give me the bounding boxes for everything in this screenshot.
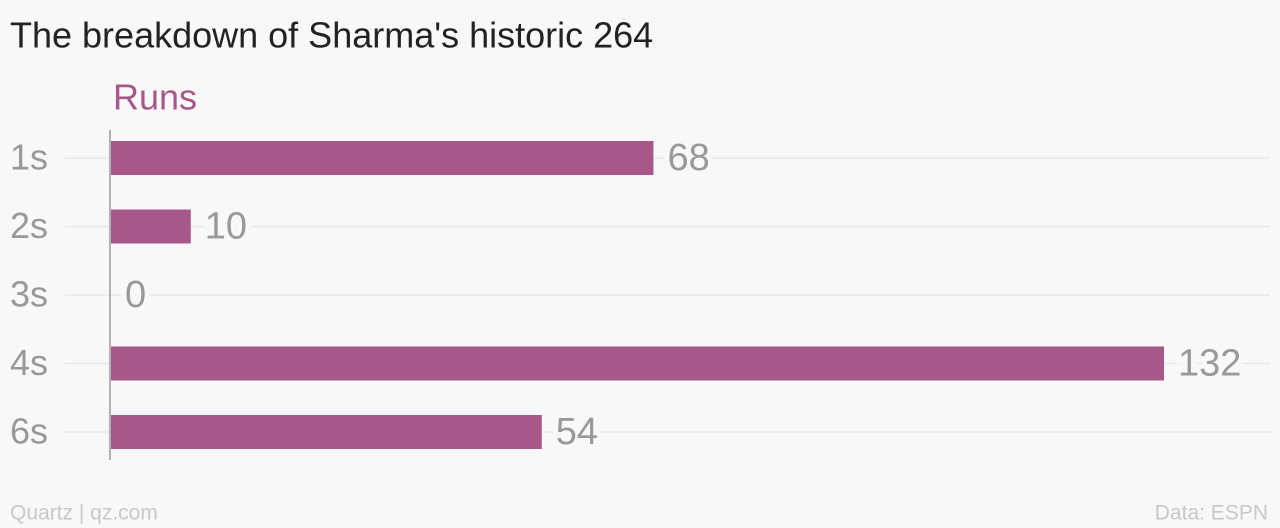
source-left: Quartz | qz.com	[10, 502, 158, 525]
bar	[111, 415, 542, 449]
category-label: 6s	[10, 411, 48, 452]
value-label: 54	[556, 411, 598, 453]
category-label: 4s	[10, 342, 48, 383]
bar	[111, 141, 654, 175]
value-label: 132	[1178, 343, 1241, 385]
value-label: 68	[667, 137, 709, 179]
source-right: Data: ESPN	[1155, 502, 1268, 525]
category-label: 3s	[10, 274, 48, 315]
value-label: 10	[205, 206, 247, 248]
category-label: 1s	[10, 137, 48, 178]
category-label: 2s	[10, 205, 48, 246]
bar	[111, 209, 191, 244]
chart-title: The breakdown of Sharma's historic 264	[10, 15, 653, 56]
value-label: 0	[125, 274, 146, 316]
value-axis-label: Runs	[113, 77, 197, 118]
bar	[111, 346, 1164, 381]
